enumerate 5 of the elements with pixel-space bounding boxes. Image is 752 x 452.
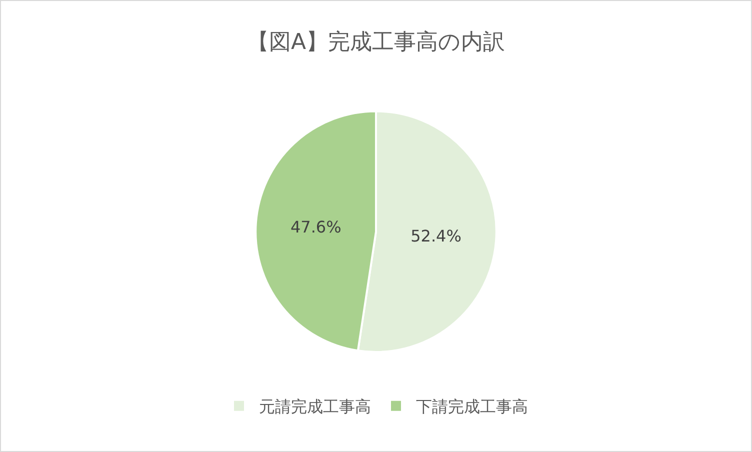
chart-title: 【図A】完成工事高の内訳 [246,30,506,56]
data-label: 47.6% [290,218,342,237]
legend-label: 下請完成工事高 [416,397,528,416]
legend-label: 元請完成工事高 [259,397,371,416]
data-label: 52.4% [410,226,462,246]
